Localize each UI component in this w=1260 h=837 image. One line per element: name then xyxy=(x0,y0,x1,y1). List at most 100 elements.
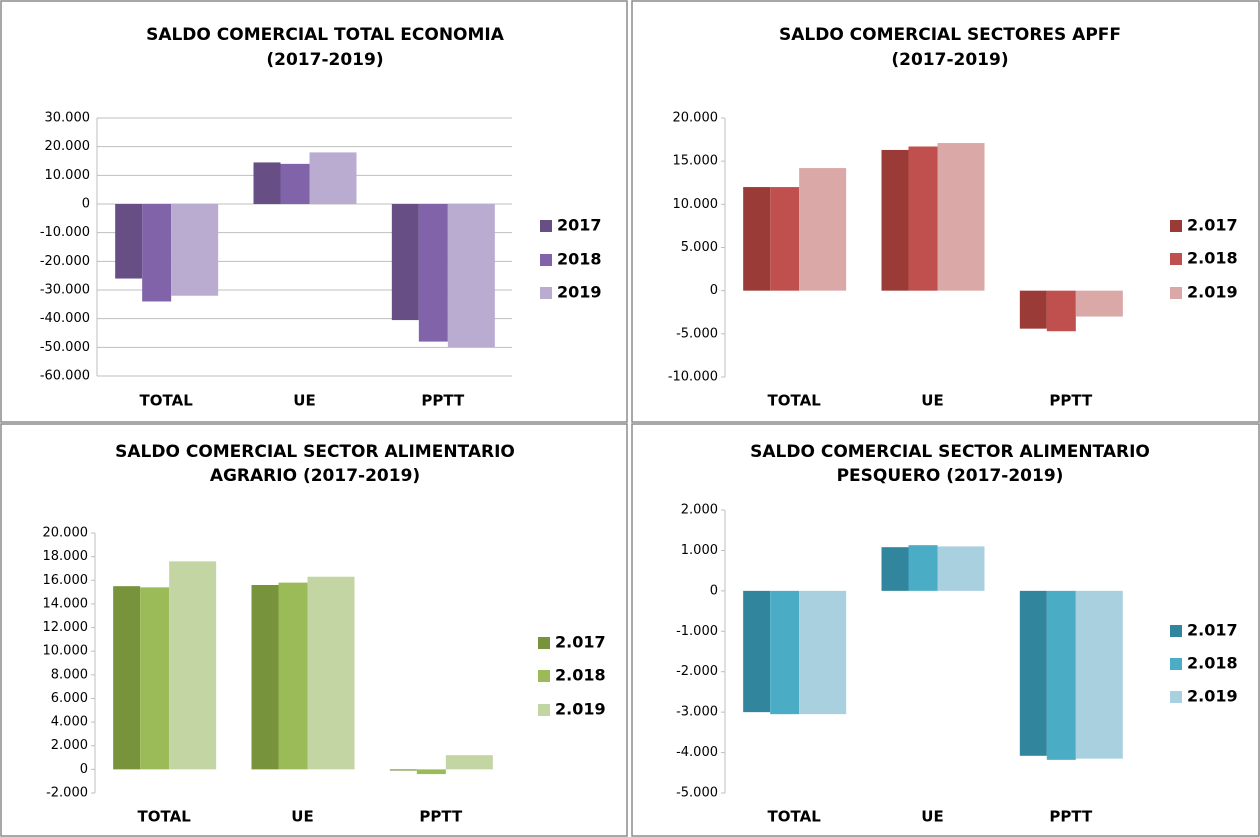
y-tick-label: -30.000 xyxy=(40,283,90,298)
x-tick-label: UE xyxy=(921,808,943,826)
panel-frame xyxy=(0,0,628,423)
legend-swatch xyxy=(1170,625,1182,637)
y-tick-label: 20.000 xyxy=(673,111,719,126)
x-tick-label: TOTAL xyxy=(768,392,822,410)
bar xyxy=(799,590,847,715)
y-tick-label: -10.000 xyxy=(668,370,718,385)
bar xyxy=(113,586,141,770)
legend-label: 2.018 xyxy=(1187,654,1238,673)
bar xyxy=(1046,590,1076,760)
legend-label: 2.019 xyxy=(1187,687,1238,706)
legend-label: 2.019 xyxy=(555,700,606,719)
bar xyxy=(307,576,355,770)
bar xyxy=(743,187,771,291)
bar xyxy=(908,545,938,591)
bar xyxy=(309,152,357,204)
bar xyxy=(278,582,308,770)
bar xyxy=(251,585,279,770)
bar xyxy=(937,546,985,591)
legend-swatch xyxy=(1170,220,1182,232)
y-tick-label: -40.000 xyxy=(40,311,90,326)
y-tick-label: 0 xyxy=(710,283,718,298)
legend-label: 2.017 xyxy=(1187,216,1238,235)
chart-title: (2017-2019) xyxy=(891,50,1008,70)
x-tick-label: PPTT xyxy=(421,392,465,410)
y-tick-label: 2.000 xyxy=(51,738,88,753)
bar xyxy=(115,204,143,279)
y-tick-label: 15.000 xyxy=(673,154,719,169)
chart-title: SALDO COMERCIAL TOTAL ECONOMIA xyxy=(146,25,505,45)
legend-swatch xyxy=(538,637,550,649)
bar xyxy=(1019,290,1047,329)
legend-swatch xyxy=(1170,287,1182,299)
chart-title: SALDO COMERCIAL SECTORES APFF xyxy=(779,25,1121,45)
bar xyxy=(743,590,771,713)
bar xyxy=(389,769,417,771)
bar xyxy=(140,587,170,770)
legend-swatch xyxy=(538,670,550,682)
y-tick-label: -20.000 xyxy=(40,254,90,269)
bar xyxy=(253,162,281,204)
bar xyxy=(908,146,938,291)
bar xyxy=(770,590,800,715)
bar xyxy=(799,168,847,291)
y-tick-label: 30.000 xyxy=(45,111,91,126)
bar xyxy=(391,204,419,321)
y-tick-label: 14.000 xyxy=(43,596,89,611)
y-tick-label: -1.000 xyxy=(676,624,718,639)
legend-swatch xyxy=(1170,253,1182,265)
bar xyxy=(1046,290,1076,332)
y-tick-label: -10.000 xyxy=(40,225,90,240)
y-tick-label: -2.000 xyxy=(46,786,88,801)
legend-label: 2017 xyxy=(557,216,602,235)
y-tick-label: 10.000 xyxy=(45,168,91,183)
bar xyxy=(445,755,493,770)
x-tick-label: PPTT xyxy=(1049,808,1093,826)
y-tick-label: 0 xyxy=(82,197,90,212)
bar xyxy=(770,187,800,291)
x-tick-label: PPTT xyxy=(419,808,463,826)
legend-label: 2.017 xyxy=(1187,621,1238,640)
legend-label: 2019 xyxy=(557,283,602,302)
legend-label: 2018 xyxy=(557,250,602,269)
legend-swatch xyxy=(540,220,552,232)
y-tick-label: -5.000 xyxy=(676,326,718,341)
x-tick-label: UE xyxy=(291,808,313,826)
bar xyxy=(447,204,495,348)
chart-title: SALDO COMERCIAL SECTOR ALIMENTARIO xyxy=(750,442,1150,462)
legend-swatch xyxy=(1170,658,1182,670)
y-tick-label: 12.000 xyxy=(43,620,89,635)
bar xyxy=(280,163,310,204)
x-tick-label: PPTT xyxy=(1049,392,1093,410)
bar xyxy=(418,204,448,342)
bar xyxy=(881,149,909,291)
y-tick-label: 8.000 xyxy=(51,667,88,682)
bar xyxy=(171,204,219,296)
y-tick-label: 6.000 xyxy=(51,691,88,706)
chart-title: SALDO COMERCIAL SECTOR ALIMENTARIO xyxy=(115,442,515,462)
y-tick-label: -2.000 xyxy=(676,664,718,679)
x-tick-label: TOTAL xyxy=(768,808,822,826)
y-tick-label: 1.000 xyxy=(681,543,718,558)
bar xyxy=(1075,590,1123,759)
chart-title: AGRARIO (2017-2019) xyxy=(210,466,420,486)
bar xyxy=(881,547,909,591)
y-tick-label: 10.000 xyxy=(673,197,719,212)
y-tick-label: -60.000 xyxy=(40,369,90,384)
bar xyxy=(1075,290,1123,317)
y-tick-label: -4.000 xyxy=(676,745,718,760)
legend-label: 2.017 xyxy=(555,633,606,652)
panel-frame xyxy=(631,0,1260,423)
y-tick-label: 0 xyxy=(710,583,718,598)
legend-label: 2.018 xyxy=(1187,249,1238,268)
bar xyxy=(937,143,985,291)
y-tick-label: -5.000 xyxy=(676,786,718,801)
y-tick-label: 16.000 xyxy=(43,573,89,588)
legend-swatch xyxy=(1170,691,1182,703)
x-tick-label: UE xyxy=(921,392,943,410)
y-tick-label: 5.000 xyxy=(681,240,718,255)
y-tick-label: 0 xyxy=(80,762,88,777)
panel-frame xyxy=(0,423,628,837)
bar xyxy=(416,769,446,775)
